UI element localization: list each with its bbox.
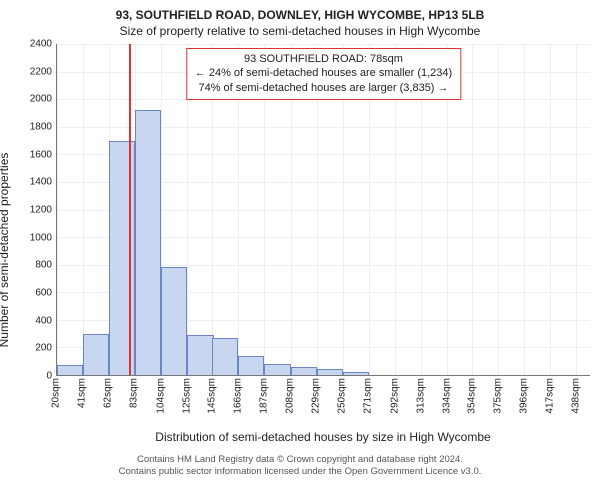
x-tick-label: 145sqm bbox=[206, 378, 217, 414]
y-axis-label: Number of semi-detached properties bbox=[0, 153, 11, 348]
y-tick-label: 1800 bbox=[30, 122, 52, 133]
gridline-v bbox=[550, 44, 551, 375]
gridline-v bbox=[57, 44, 58, 375]
x-tick-label: 292sqm bbox=[389, 378, 400, 414]
plot-area: 93 SOUTHFIELD ROAD: 78sqm ← 24% of semi-… bbox=[56, 44, 590, 376]
gridline-v bbox=[472, 44, 473, 375]
x-tick-label: 250sqm bbox=[337, 378, 348, 414]
x-tick-label: 187sqm bbox=[258, 378, 269, 414]
callout-line-1: 93 SOUTHFIELD ROAD: 78sqm bbox=[195, 52, 452, 66]
y-tick-label: 2400 bbox=[30, 39, 52, 50]
x-tick-label: 271sqm bbox=[363, 378, 374, 414]
callout-line-3: 74% of semi-detached houses are larger (… bbox=[195, 81, 452, 95]
y-tick-label: 2000 bbox=[30, 94, 52, 105]
histogram-bar bbox=[135, 110, 161, 375]
histogram-bar bbox=[291, 367, 317, 375]
y-tick-label: 800 bbox=[35, 260, 52, 271]
gridline-v bbox=[498, 44, 499, 375]
x-tick-label: 104sqm bbox=[155, 378, 166, 414]
x-tick-label: 62sqm bbox=[103, 378, 114, 408]
page-title-line-2: Size of property relative to semi-detach… bbox=[10, 24, 590, 38]
y-tick-label: 1400 bbox=[30, 177, 52, 188]
x-tick-label: 354sqm bbox=[466, 378, 477, 414]
y-tick-label: 1200 bbox=[30, 205, 52, 216]
histogram-bar bbox=[187, 335, 213, 375]
histogram-bar bbox=[343, 372, 369, 375]
x-tick-label: 229sqm bbox=[311, 378, 322, 414]
gridline-v bbox=[83, 44, 84, 375]
histogram-bar bbox=[57, 365, 83, 375]
x-tick-label: 375sqm bbox=[492, 378, 503, 414]
x-tick-label: 417sqm bbox=[545, 378, 556, 414]
x-tick-label: 41sqm bbox=[77, 378, 88, 408]
histogram-bar bbox=[83, 334, 109, 375]
histogram-bar bbox=[264, 364, 290, 375]
y-tick-label: 200 bbox=[35, 343, 52, 354]
x-tick-label: 208sqm bbox=[285, 378, 296, 414]
y-axis-ticks: 0200400600800100012001400160018002000220… bbox=[26, 44, 56, 376]
x-tick-label: 83sqm bbox=[129, 378, 140, 408]
x-tick-label: 20sqm bbox=[51, 378, 62, 408]
callout-line-2: ← 24% of semi-detached houses are smalle… bbox=[195, 66, 452, 80]
x-tick-label: 334sqm bbox=[441, 378, 452, 414]
y-tick-label: 600 bbox=[35, 288, 52, 299]
gridline-v bbox=[576, 44, 577, 375]
gridline-v bbox=[524, 44, 525, 375]
histogram-bar bbox=[161, 267, 187, 375]
x-tick-label: 438sqm bbox=[571, 378, 582, 414]
footer-line-2: Contains public sector information licen… bbox=[10, 466, 590, 478]
x-axis-label: Distribution of semi-detached houses by … bbox=[56, 430, 590, 444]
x-tick-label: 125sqm bbox=[181, 378, 192, 414]
x-tick-label: 396sqm bbox=[519, 378, 530, 414]
x-axis-ticks: 20sqm41sqm62sqm83sqm104sqm125sqm145sqm16… bbox=[56, 376, 590, 430]
footer-attribution: Contains HM Land Registry data © Crown c… bbox=[10, 454, 590, 479]
histogram-bar bbox=[109, 141, 135, 375]
page-title-line-1: 93, SOUTHFIELD ROAD, DOWNLEY, HIGH WYCOM… bbox=[10, 8, 590, 22]
histogram-bar bbox=[317, 369, 343, 375]
property-marker-line bbox=[129, 44, 131, 375]
y-tick-label: 400 bbox=[35, 315, 52, 326]
histogram-bar bbox=[238, 356, 264, 375]
chart-area: 0200400600800100012001400160018002000220… bbox=[26, 44, 590, 376]
gridline-h bbox=[57, 44, 590, 45]
x-tick-label: 166sqm bbox=[232, 378, 243, 414]
footer-line-1: Contains HM Land Registry data © Crown c… bbox=[10, 454, 590, 466]
histogram-bar bbox=[212, 338, 238, 375]
y-tick-label: 2200 bbox=[30, 66, 52, 77]
x-tick-label: 313sqm bbox=[415, 378, 426, 414]
y-tick-label: 1000 bbox=[30, 232, 52, 243]
callout-box: 93 SOUTHFIELD ROAD: 78sqm ← 24% of semi-… bbox=[186, 48, 461, 100]
y-tick-label: 1600 bbox=[30, 149, 52, 160]
